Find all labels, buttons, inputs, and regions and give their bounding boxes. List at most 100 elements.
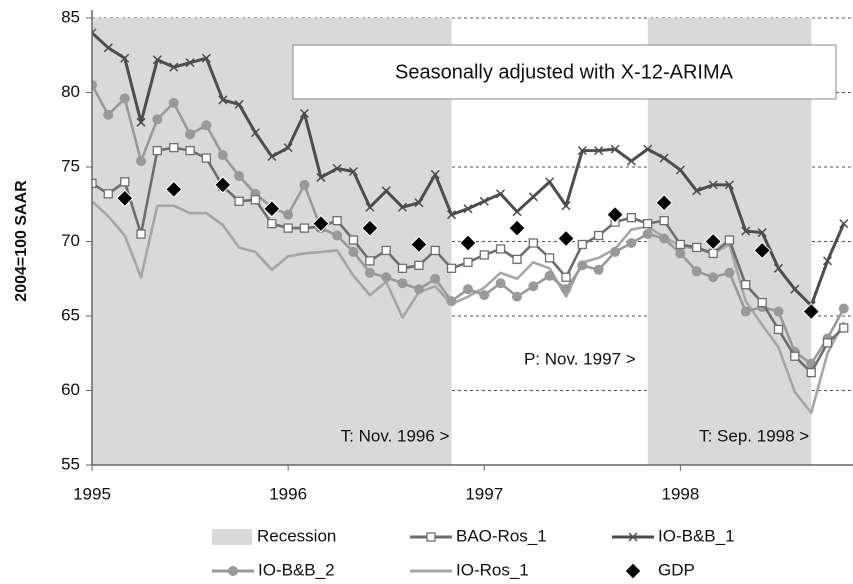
- marker-diamond: [165, 180, 183, 199]
- marker-circle: [740, 306, 751, 317]
- marker-diamond: [361, 219, 379, 237]
- marker-x: [234, 99, 244, 109]
- marker-circle: [659, 233, 670, 244]
- marker-x: [414, 198, 424, 208]
- marker-x: [283, 143, 293, 153]
- marker-square: [299, 223, 310, 233]
- annotation-box: [292, 44, 837, 100]
- marker-square: [528, 238, 538, 248]
- marker-diamond: [802, 302, 820, 321]
- marker-circle: [544, 270, 555, 281]
- marker-x: [152, 55, 162, 65]
- marker-x: [496, 189, 506, 199]
- marker-square: [348, 235, 359, 245]
- y-tick-label: 70: [61, 231, 80, 250]
- marker-square: [659, 215, 669, 226]
- legend-label: Recession: [257, 526, 336, 545]
- marker-circle: [119, 93, 130, 104]
- marker-square: [593, 230, 604, 241]
- marker-circle: [642, 229, 653, 240]
- marker-circle: [528, 281, 539, 292]
- marker-x: [675, 165, 685, 175]
- marker-circle: [724, 267, 735, 278]
- y-tick-label: 75: [61, 156, 80, 175]
- marker-circle: [413, 284, 424, 295]
- marker-x: [397, 202, 408, 212]
- marker-circle: [773, 306, 784, 317]
- y-tick-label: 55: [61, 454, 80, 473]
- marker-square: [430, 245, 440, 256]
- x-tick-label: 1995: [73, 484, 111, 503]
- y-tick-label: 85: [61, 7, 80, 26]
- marker-circle: [577, 260, 588, 271]
- marker-square: [381, 245, 391, 256]
- marker-circle: [348, 246, 359, 257]
- marker-circle: [364, 267, 375, 278]
- marker-x: [757, 228, 767, 238]
- marker-x: [185, 58, 195, 68]
- marker-x: [348, 166, 358, 177]
- marker-x: [773, 263, 783, 273]
- marker-x: [594, 146, 604, 156]
- marker-square: [773, 324, 784, 335]
- x-tick-label: 1998: [661, 484, 699, 503]
- marker-square: [136, 229, 146, 239]
- marker-x: [136, 117, 146, 127]
- marker-square: [283, 223, 293, 233]
- recession-note: T: Nov. 1996 >: [341, 426, 450, 445]
- marker-circle: [479, 290, 490, 301]
- marker-x: [316, 172, 326, 182]
- legend-marker: [426, 532, 436, 542]
- marker-circle: [92, 80, 97, 91]
- marker-square: [103, 189, 113, 199]
- marker-circle: [495, 278, 506, 289]
- marker-diamond: [214, 176, 232, 194]
- marker-x: [741, 226, 751, 236]
- marker-square: [120, 177, 130, 187]
- marker-x: [120, 53, 130, 63]
- x-tick-label: 1996: [269, 484, 307, 503]
- legend-swatch: [212, 529, 252, 545]
- marker-x: [724, 180, 734, 190]
- marker-square: [397, 263, 408, 273]
- marker-square: [692, 242, 702, 253]
- marker-square: [201, 153, 211, 163]
- marker-square: [822, 338, 833, 348]
- marker-square: [365, 256, 375, 266]
- x-tick-label: 1997: [465, 484, 503, 503]
- marker-x: [561, 201, 571, 211]
- marker-square: [463, 257, 473, 268]
- marker-circle: [332, 230, 343, 241]
- marker-square: [250, 195, 261, 205]
- marker-x: [626, 156, 636, 166]
- marker-circle: [446, 296, 457, 307]
- marker-x: [528, 192, 538, 202]
- marker-x: [822, 256, 833, 266]
- marker-square: [561, 272, 571, 282]
- annotation-text: Seasonally adjusted with X-12-ARIMA: [395, 61, 734, 83]
- marker-x: [790, 284, 800, 294]
- y-tick-label: 65: [61, 305, 80, 324]
- marker-diamond: [312, 214, 330, 233]
- marker-x: [479, 196, 489, 206]
- marker-circle: [168, 97, 179, 108]
- marker-circle: [152, 114, 163, 125]
- marker-x: [267, 152, 277, 162]
- marker-diamond: [704, 232, 722, 251]
- marker-x: [169, 62, 179, 72]
- marker-circle: [593, 264, 604, 275]
- legend-marker: [628, 532, 638, 542]
- marker-circle: [512, 291, 523, 302]
- marker-diamond: [263, 200, 281, 218]
- legend-marker: [624, 562, 642, 580]
- marker-x: [218, 95, 228, 105]
- marker-diamond: [116, 189, 134, 207]
- marker-circle: [838, 303, 849, 314]
- marker-x: [381, 186, 391, 196]
- marker-square: [544, 253, 555, 263]
- marker-square: [152, 145, 162, 156]
- marker-x: [463, 204, 473, 214]
- marker-square: [708, 248, 718, 259]
- marker-x: [545, 177, 555, 187]
- marker-x: [332, 163, 342, 174]
